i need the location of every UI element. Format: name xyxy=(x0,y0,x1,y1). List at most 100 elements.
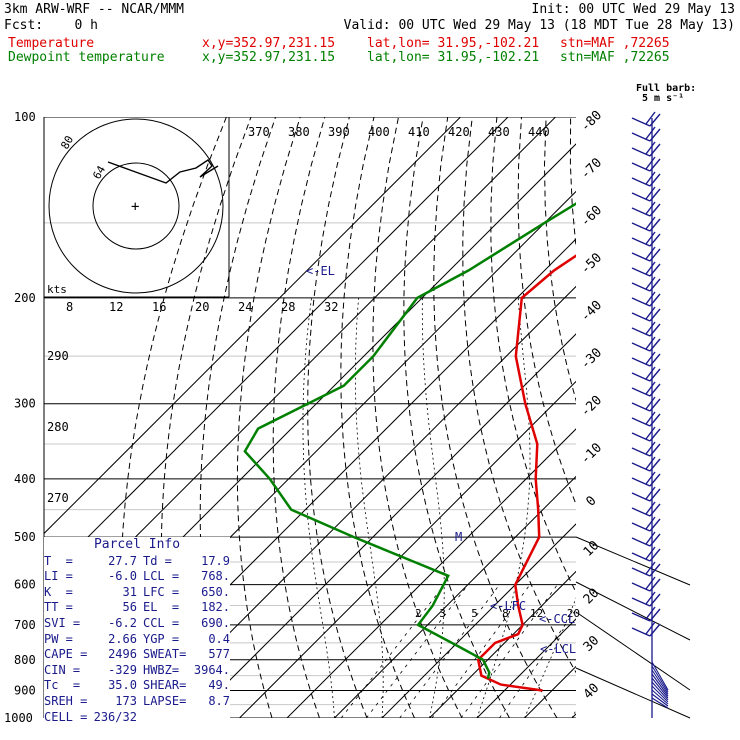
isotherm-label--20: -20 xyxy=(578,393,605,420)
dry-adiabat-340 xyxy=(517,117,576,506)
isotherm-0 xyxy=(381,523,576,718)
valid-time: Valid: 00 UTC Wed 29 May 13 (18 MDT Tue … xyxy=(343,18,735,33)
hodograph-ring-0 xyxy=(92,162,180,250)
parcel-info-row: CELL = 236/32 xyxy=(44,710,230,726)
wind-barb-low xyxy=(651,685,669,703)
parcel-info-key: Tc = xyxy=(44,678,81,693)
parcel-info-value: 56 xyxy=(122,600,137,615)
wind-barb-staff xyxy=(631,132,651,142)
wind-barb xyxy=(631,441,661,457)
wind-barb-flag-2 xyxy=(645,546,656,560)
lfc-marker: <-LFC xyxy=(490,599,526,613)
hodograph-speed-label-12: 12 xyxy=(109,300,123,314)
wind-barb xyxy=(631,216,661,232)
forecast-hour: Fcst: 0 h xyxy=(4,18,98,33)
wind-barb-staff xyxy=(631,537,651,547)
wind-barb-flag-2 xyxy=(645,351,656,365)
parcel-info-value: 8.7 xyxy=(208,693,230,708)
hodograph-ring-1 xyxy=(48,118,224,294)
dry-adiabat-410 xyxy=(694,117,740,718)
mixing-ratio-line-8 xyxy=(431,584,531,718)
isotherm-label--60: -60 xyxy=(578,203,605,230)
wind-barb-staff xyxy=(631,552,651,562)
parcel-info-value: 236/32 xyxy=(93,709,137,724)
moist-adiabat-10 xyxy=(421,297,445,718)
isotherm-label--70: -70 xyxy=(578,155,605,182)
wind-barb xyxy=(631,426,661,442)
temp-latlon: lat,lon= 31.95,-102.21 xyxy=(367,36,540,51)
wind-barb-flag-2 xyxy=(645,126,656,140)
hodograph-trace xyxy=(107,159,219,184)
wind-barb-flag-2 xyxy=(645,456,656,470)
dry-adiabat-420 xyxy=(718,117,740,718)
parcel-info-value: 3964. xyxy=(193,662,230,677)
wind-barb xyxy=(631,366,661,382)
parcel-info-value: 31 xyxy=(122,584,137,599)
isotherm-label--30: -30 xyxy=(578,345,605,372)
theta-label-290: 290 xyxy=(47,349,69,363)
temp-xy: x,y=352.97,231.15 xyxy=(202,36,336,51)
parcel-info-key: CCL = xyxy=(142,615,180,630)
wind-barb-flag-2 xyxy=(645,321,656,335)
wind-barb-flag-2 xyxy=(645,336,656,350)
isotherm--100 xyxy=(44,117,509,582)
hodograph-speed-label-28: 28 xyxy=(281,300,295,314)
parcel-info-key: SHEAR= xyxy=(142,678,187,693)
wind-barb-flag-2 xyxy=(645,276,656,290)
parcel-info-key: CIN = xyxy=(44,662,81,677)
parcel-info-value: 2496 xyxy=(108,647,137,662)
dewpoint-profile xyxy=(243,202,576,679)
wind-barb-low xyxy=(651,697,669,709)
wind-barb xyxy=(631,141,661,157)
wind-barb-flag-2 xyxy=(645,156,656,170)
theta-label-440: 440 xyxy=(528,125,550,139)
wind-barb-low xyxy=(651,693,669,707)
parcel-info-title: Parcel Info xyxy=(93,537,181,552)
temp-station: stn=MAF ,72265 xyxy=(560,36,670,51)
wind-barb-flag-2 xyxy=(645,516,656,530)
parcel-info-value: 173 xyxy=(115,693,137,708)
wind-barb-low xyxy=(651,681,669,701)
parcel-info-row: Tc = 35.0 SHEAR= 49. xyxy=(44,678,230,694)
parcel-info-value: 27.7 xyxy=(108,553,137,568)
hodograph-speed-label-16: 16 xyxy=(152,300,166,314)
lcl-marker: <-LCL xyxy=(540,642,576,656)
wind-barb-staff xyxy=(631,402,651,412)
wind-barb-flag-2 xyxy=(645,141,656,155)
theta-label-270: 270 xyxy=(47,491,69,505)
wind-barb-staff xyxy=(631,567,651,577)
wind-barb-staff xyxy=(631,252,651,262)
wind-barb-staff xyxy=(631,237,651,247)
mixing-ratio-line-20 xyxy=(499,608,576,718)
wind-barb xyxy=(631,156,661,172)
theta-label-430: 430 xyxy=(488,125,510,139)
wind-barb xyxy=(631,516,661,532)
wind-barb-staff xyxy=(631,507,651,517)
parcel-info-key: CELL = xyxy=(44,709,88,724)
m-marker: M xyxy=(455,530,462,544)
wind-barb-flag-2 xyxy=(645,606,656,620)
parcel-info-row: PW = 2.66 YGP = 0.4 xyxy=(44,632,230,648)
wind-barb-staff xyxy=(631,582,651,592)
wind-barb xyxy=(631,231,661,247)
wind-barb-low xyxy=(651,661,669,691)
wind-barb-low xyxy=(651,689,669,705)
parcel-info-value: 2.66 xyxy=(108,631,137,646)
theta-label-410: 410 xyxy=(408,125,430,139)
parcel-info-key: CAPE = xyxy=(44,647,88,662)
wind-barb xyxy=(631,471,661,487)
wind-barb-flag-2 xyxy=(645,471,656,485)
wind-barb-low xyxy=(651,673,669,697)
dry-adiabat-300 xyxy=(403,117,510,718)
theta-label-280: 280 xyxy=(47,420,69,434)
wind-barb xyxy=(631,276,661,292)
wind-barb-flag-2 xyxy=(645,201,656,215)
hodograph-speed-label-8: 8 xyxy=(66,300,73,314)
wind-barb xyxy=(631,291,661,307)
dew-latlon: lat,lon= 31.95,-102.21 xyxy=(367,50,540,65)
wind-barb-flag-2 xyxy=(645,441,656,455)
isotherm-label--40: -40 xyxy=(578,298,605,325)
wind-barb-staff xyxy=(631,387,651,397)
wind-barb-flag-2 xyxy=(645,591,656,605)
dry-adiabat-260 xyxy=(272,117,326,718)
